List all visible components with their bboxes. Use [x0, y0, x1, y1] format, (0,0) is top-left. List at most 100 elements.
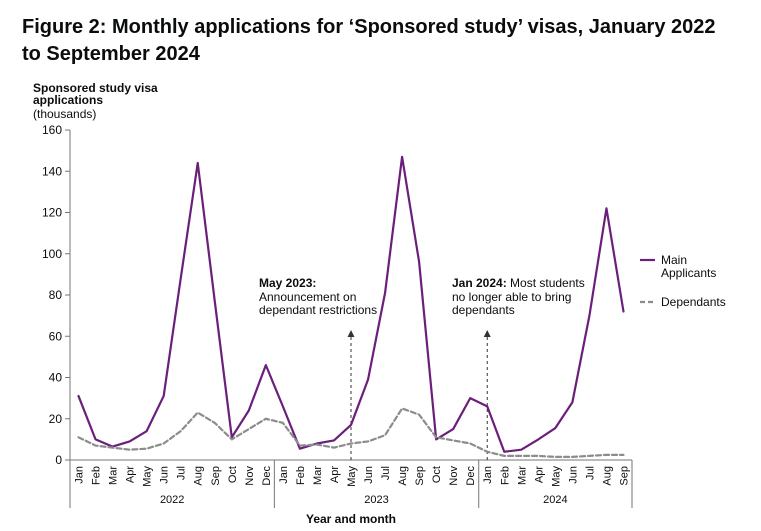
x-tick-label: Feb — [499, 466, 511, 485]
x-tick-label: May — [550, 466, 562, 487]
data-point-main-applicants — [623, 311, 624, 312]
annotation-text: no longer able to bring — [452, 290, 571, 304]
annotation-arrowhead — [483, 330, 491, 337]
data-point-main-applicants — [282, 406, 283, 407]
data-point-dependants — [112, 447, 113, 448]
data-point-dependants — [419, 414, 420, 415]
data-point-main-applicants — [180, 278, 181, 279]
x-tick-label: Jul — [176, 466, 188, 480]
y-tick-label: 0 — [55, 453, 62, 467]
data-point-main-applicants — [538, 439, 539, 440]
data-point-dependants — [384, 435, 385, 436]
data-point-main-applicants — [333, 440, 334, 441]
data-point-dependants — [521, 455, 522, 456]
data-point-main-applicants — [487, 406, 488, 407]
data-point-main-applicants — [367, 379, 368, 380]
annotation-text: dependants — [452, 303, 515, 317]
x-tick-label: May — [346, 466, 358, 487]
annotation-text: May 2023: — [259, 276, 316, 290]
x-tick-label: Apr — [329, 466, 341, 483]
x-tick-label: Aug — [193, 466, 205, 486]
data-point-main-applicants — [572, 402, 573, 403]
year-label: 2022 — [160, 494, 184, 506]
data-point-dependants — [248, 428, 249, 429]
x-tick-label: Jul — [380, 466, 392, 480]
x-tick-label: Sep — [414, 466, 426, 486]
x-tick-label: Mar — [108, 466, 120, 485]
data-point-dependants — [282, 422, 283, 423]
data-point-main-applicants — [504, 451, 505, 452]
x-tick-label: Jun — [363, 466, 375, 484]
data-point-dependants — [504, 455, 505, 456]
annotation-text: Announcement on — [259, 290, 356, 304]
y-tick-label: 120 — [42, 206, 62, 220]
annotation-arrowhead — [347, 330, 355, 337]
x-tick-label: Dec — [465, 466, 477, 486]
y-tick-label: 40 — [49, 371, 63, 385]
data-point-dependants — [623, 454, 624, 455]
y-tick-label: 140 — [42, 164, 62, 178]
legend-label-main-applicants: Main — [661, 253, 687, 267]
x-tick-label: Jan — [482, 466, 494, 484]
annotation-text: Jan 2024: Most students — [452, 276, 585, 290]
data-point-dependants — [197, 412, 198, 413]
data-point-dependants — [146, 448, 147, 449]
data-point-main-applicants — [521, 449, 522, 450]
data-point-main-applicants — [146, 431, 147, 432]
data-point-dependants — [299, 445, 300, 446]
data-point-dependants — [606, 454, 607, 455]
x-tick-label: Mar — [312, 466, 324, 485]
data-point-dependants — [78, 437, 79, 438]
data-point-dependants — [316, 444, 317, 445]
data-point-main-applicants — [470, 398, 471, 399]
data-point-dependants — [95, 445, 96, 446]
data-point-main-applicants — [248, 410, 249, 411]
y-tick-label: 20 — [49, 412, 63, 426]
data-point-main-applicants — [589, 315, 590, 316]
y-axis-label: applications — [33, 93, 103, 107]
data-point-dependants — [572, 456, 573, 457]
x-tick-label: Apr — [533, 466, 545, 483]
x-tick-label: May — [142, 466, 154, 487]
y-tick-label: 80 — [49, 288, 63, 302]
data-point-main-applicants — [606, 208, 607, 209]
y-tick-label: 160 — [42, 123, 62, 137]
x-tick-label: Oct — [227, 466, 239, 483]
data-point-main-applicants — [555, 427, 556, 428]
x-tick-label: Jul — [584, 466, 596, 480]
y-axis-label: Sponsored study visa — [33, 81, 158, 95]
data-point-dependants — [538, 455, 539, 456]
data-point-dependants — [555, 456, 556, 457]
x-tick-label: Feb — [91, 466, 103, 485]
data-point-dependants — [163, 443, 164, 444]
x-axis-label: Year and month — [306, 512, 396, 526]
data-point-main-applicants — [95, 439, 96, 440]
x-tick-label: Mar — [516, 466, 528, 485]
legend-label-dependants: Dependants — [661, 295, 726, 309]
series-line-main-applicants — [77, 155, 625, 453]
y-tick-label: 60 — [49, 329, 63, 343]
x-tick-label: Sep — [618, 466, 630, 486]
year-label: 2024 — [543, 494, 567, 506]
data-point-main-applicants — [299, 448, 300, 449]
data-point-main-applicants — [163, 395, 164, 396]
x-tick-label: Aug — [397, 466, 409, 486]
x-tick-label: Feb — [295, 466, 307, 485]
figure-title: Figure 2: Monthly applications for ‘Spon… — [22, 16, 716, 65]
y-axis-unit: (thousands) — [33, 107, 96, 121]
x-tick-label: Jun — [159, 466, 171, 484]
y-tick-label: 100 — [42, 247, 62, 261]
x-tick-label: Jan — [278, 466, 290, 484]
data-point-dependants — [129, 449, 130, 450]
x-tick-label: Nov — [244, 466, 256, 486]
x-tick-label: Dec — [261, 466, 273, 486]
data-point-dependants — [350, 443, 351, 444]
data-point-dependants — [436, 437, 437, 438]
x-tick-label: Jan — [74, 466, 86, 484]
data-point-dependants — [589, 455, 590, 456]
x-tick-label: Oct — [431, 466, 443, 483]
data-point-dependants — [333, 447, 334, 448]
x-tick-label: Sep — [210, 466, 222, 486]
legend-label-main-applicants: Applicants — [661, 266, 716, 280]
